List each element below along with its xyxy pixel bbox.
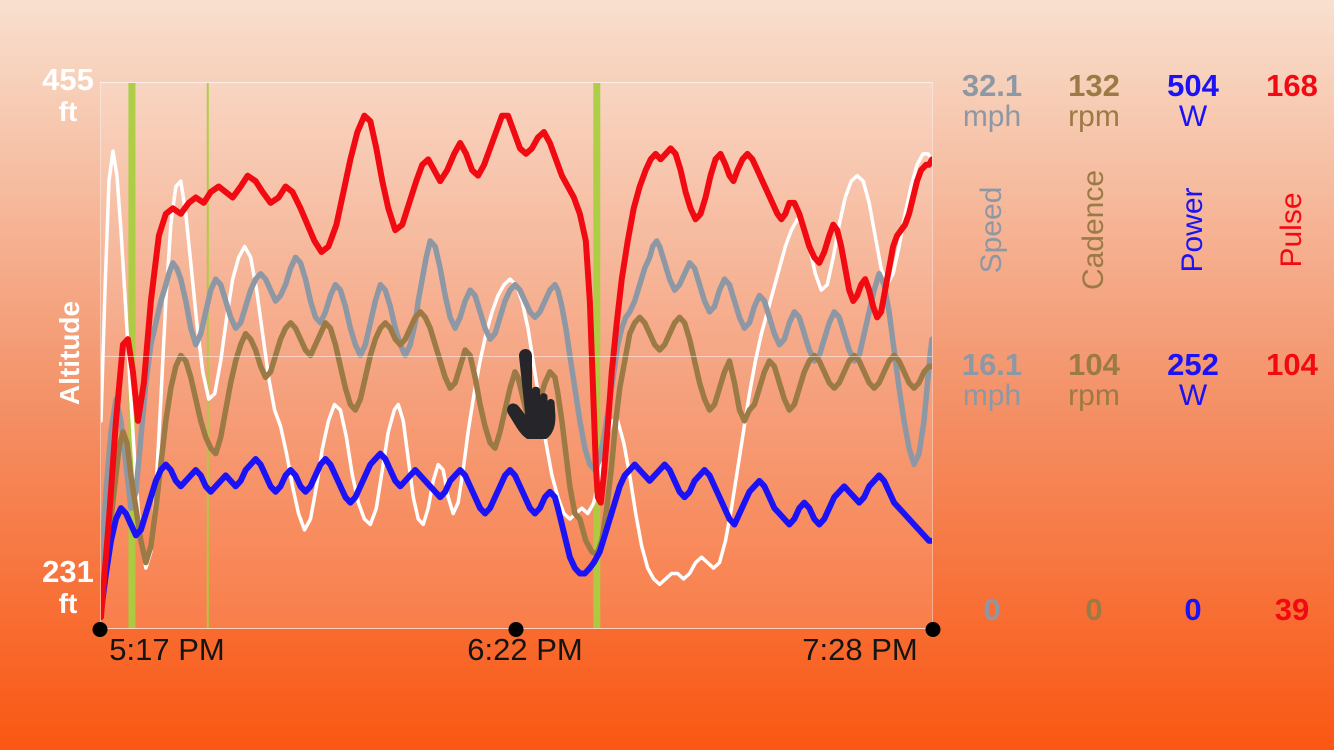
cadence-max-value: 132 — [1068, 68, 1120, 103]
y-axis-max-unit: ft — [58, 96, 78, 127]
axis-endpoint-dot-start[interactable] — [92, 622, 108, 637]
axis-endpoint-dot-end[interactable] — [925, 622, 941, 637]
y-axis-min-label: 231 ft — [38, 556, 98, 620]
y-axis-max-value: 455 — [42, 62, 94, 97]
power-max-unit: W — [1178, 100, 1208, 133]
speed-max-unit: mph — [962, 100, 1022, 133]
cadence-min-value: 0 — [1085, 592, 1103, 627]
speed-avg-unit: mph — [962, 379, 1022, 412]
series-line-power — [101, 450, 932, 615]
y-axis-max-label: 455 ft — [38, 64, 98, 128]
mid-gridline — [101, 355, 932, 357]
power-max-value: 504 — [1167, 68, 1219, 103]
y-axis-title: Altitude — [54, 300, 85, 406]
chart-plot-area[interactable] — [100, 82, 933, 629]
speed-label: Speed — [975, 186, 1008, 274]
speed-min-value: 0 — [983, 592, 1001, 627]
pulse-max-value: 168 — [1266, 68, 1318, 103]
pulse-avg-value: 104 — [1266, 347, 1318, 382]
pulse-label: Pulse — [1275, 192, 1308, 268]
cadence-max-unit: rpm — [1068, 100, 1120, 133]
power-avg-value: 252 — [1167, 347, 1219, 382]
speed-max-value: 32.1 — [961, 68, 1023, 103]
x-tick-end: 7:28 PM — [802, 632, 918, 667]
cadence-avg-value: 104 — [1068, 347, 1120, 382]
axis-endpoint-dot-mid[interactable] — [508, 622, 524, 637]
x-tick-start: 5:17 PM — [109, 632, 225, 667]
series-line-speed — [101, 238, 932, 577]
power-avg-unit: W — [1178, 379, 1208, 412]
stat-column-power: 504 W Power 252 W 0 — [1128, 0, 1258, 750]
stat-column-cadence: 132 rpm Cadence 104 rpm 0 — [1029, 0, 1159, 750]
pulse-min-value: 39 — [1274, 592, 1310, 627]
y-axis-min-value: 231 — [42, 554, 94, 589]
hand-cursor-icon — [507, 349, 556, 439]
speed-avg-value: 16.1 — [961, 347, 1023, 382]
series-line-altitude — [101, 149, 932, 587]
stat-column-speed: 32.1 mph Speed 16.1 mph 0 — [927, 0, 1057, 750]
cadence-avg-unit: rpm — [1068, 379, 1120, 412]
cadence-label: Cadence — [1077, 169, 1110, 291]
y-axis-min-unit: ft — [58, 588, 78, 619]
stat-column-pulse: 168 Pulse 104 39 — [1227, 0, 1334, 750]
x-tick-mid: 6:22 PM — [467, 632, 583, 667]
power-min-value: 0 — [1184, 592, 1202, 627]
power-label: Power — [1176, 187, 1209, 273]
series-line-pulse — [101, 112, 932, 621]
